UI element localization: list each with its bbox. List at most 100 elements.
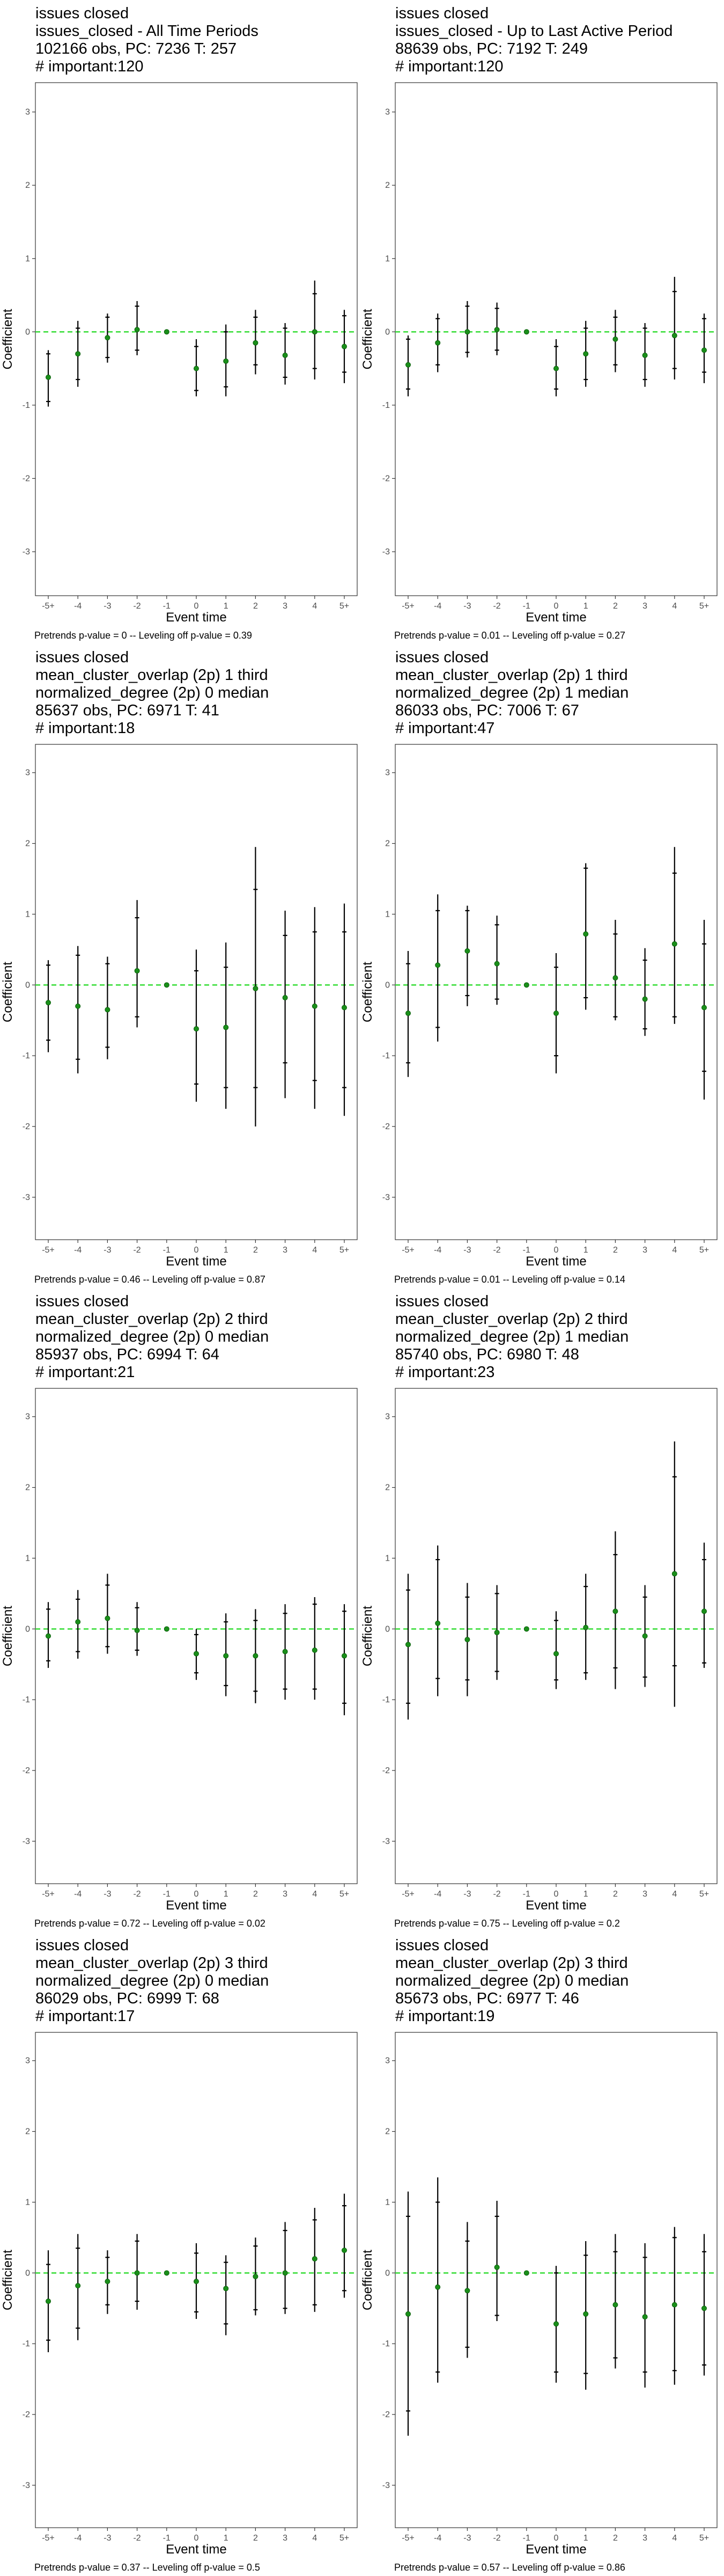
data-point — [494, 327, 500, 333]
chart-title-line: # important:120 — [35, 58, 144, 75]
y-tick-label: -3 — [382, 547, 390, 557]
chart-title-line: issues closed — [395, 1293, 489, 1310]
chart-title-line: mean_cluster_overlap (2p) 1 third — [395, 667, 628, 684]
chart-title-line: 86029 obs, PC: 6999 T: 68 — [35, 1990, 219, 2007]
x-axis-label: Event time — [526, 1898, 586, 1913]
x-tick-label: -1 — [523, 2534, 530, 2543]
x-axis-label: Event time — [166, 610, 226, 625]
y-tick-label: 3 — [25, 769, 30, 778]
chart-title-line: issues closed — [395, 649, 489, 666]
chart-title-line: issues closed — [35, 1937, 129, 1954]
y-tick-label: 2 — [25, 1483, 30, 1492]
x-tick-label: 4 — [672, 602, 677, 611]
y-tick-label: -2 — [382, 1766, 390, 1775]
chart-title-line: # important:47 — [395, 720, 494, 737]
x-tick-label: 3 — [642, 602, 647, 611]
chart-title-line: mean_cluster_overlap (2p) 3 third — [395, 1955, 628, 1972]
chart-title-line: normalized_degree (2p) 1 median — [395, 1328, 629, 1345]
y-tick-label: 0 — [25, 2268, 30, 2278]
x-tick-label: -3 — [104, 1890, 111, 1899]
y-tick-label: -1 — [382, 401, 390, 410]
data-point — [282, 353, 288, 358]
data-point — [253, 340, 258, 346]
y-tick-label: -1 — [23, 2339, 30, 2348]
x-tick-label: 3 — [642, 1246, 647, 1255]
x-tick-label: 4 — [312, 602, 317, 611]
y-tick-label: -1 — [382, 1051, 390, 1060]
chart-title-line: issues_closed - Up to Last Active Period — [395, 23, 673, 40]
x-tick-label: 2 — [253, 602, 258, 611]
y-tick-label: -2 — [23, 1766, 30, 1775]
chart-title-line: issues closed — [35, 649, 129, 666]
x-tick-label: -5+ — [402, 1890, 415, 1899]
chart-title-line: 85937 obs, PC: 6994 T: 64 — [35, 1346, 219, 1363]
chart-title-line: issues_closed - All Time Periods — [35, 23, 258, 40]
chart-caption: Pretrends p-value = 0.37 -- Leveling off… — [34, 2562, 260, 2573]
x-tick-label: -1 — [163, 2534, 171, 2543]
data-point — [405, 1642, 411, 1648]
data-point — [253, 2273, 258, 2279]
x-tick-label: 5+ — [699, 2534, 709, 2543]
data-point — [553, 365, 559, 371]
x-tick-label: -4 — [434, 2534, 441, 2543]
x-tick-label: 1 — [224, 1890, 228, 1899]
chart-title-line: # important:23 — [395, 1364, 494, 1381]
x-axis-label: Event time — [166, 2542, 226, 2557]
chart-title-line: normalized_degree (2p) 0 median — [35, 684, 269, 701]
data-point — [164, 982, 169, 988]
chart-caption: Pretrends p-value = 0.01 -- Leveling off… — [394, 630, 625, 641]
x-tick-label: -4 — [434, 1246, 441, 1255]
chart-title-line: issues closed — [395, 5, 489, 22]
chart-caption: Pretrends p-value = 0.46 -- Leveling off… — [34, 1274, 265, 1285]
data-point — [405, 2311, 411, 2317]
y-tick-label: -3 — [382, 1193, 390, 1202]
y-tick-label: 2 — [385, 1483, 390, 1492]
x-tick-label: 5+ — [699, 602, 709, 611]
y-tick-label: 0 — [385, 327, 390, 336]
x-tick-label: -3 — [463, 2534, 471, 2543]
data-point — [583, 931, 589, 937]
y-tick-label: 1 — [25, 2198, 30, 2207]
x-tick-label: -5+ — [402, 2534, 415, 2543]
chart-title-line: mean_cluster_overlap (2p) 3 third — [35, 1955, 268, 1972]
data-point — [464, 948, 470, 954]
y-tick-label: 3 — [385, 2057, 390, 2066]
y-axis-label: Coefficient — [1, 309, 15, 369]
x-tick-label: -5+ — [42, 1890, 55, 1899]
chart-title-line: 88639 obs, PC: 7192 T: 249 — [395, 40, 588, 57]
data-point — [642, 353, 648, 358]
x-tick-label: 3 — [642, 2534, 647, 2543]
x-tick-label: -1 — [523, 1246, 530, 1255]
x-tick-label: 3 — [283, 1890, 287, 1899]
y-tick-label: 1 — [385, 1554, 390, 1563]
x-tick-label: 2 — [253, 2534, 258, 2543]
chart-caption: Pretrends p-value = 0 -- Leveling off p-… — [34, 630, 252, 641]
y-tick-label: 0 — [25, 1624, 30, 1634]
x-tick-label: 0 — [554, 1890, 559, 1899]
data-point — [523, 982, 529, 988]
data-point — [464, 329, 470, 335]
data-point — [435, 340, 441, 346]
y-tick-label: -3 — [23, 547, 30, 557]
y-axis-label: Coefficient — [360, 2250, 375, 2310]
chart-title-line: 85637 obs, PC: 6971 T: 41 — [35, 702, 219, 719]
y-tick-label: 3 — [25, 108, 30, 117]
data-point — [435, 962, 441, 968]
y-tick-label: 0 — [25, 327, 30, 336]
data-point — [134, 2270, 140, 2276]
y-tick-label: -1 — [23, 401, 30, 410]
chart-title-line: 85740 obs, PC: 6980 T: 48 — [395, 1346, 579, 1363]
x-tick-label: -2 — [133, 1890, 141, 1899]
x-tick-label: 2 — [253, 1890, 258, 1899]
y-tick-label: 2 — [385, 2127, 390, 2136]
x-axis-label: Event time — [526, 1254, 586, 1269]
x-tick-label: 5+ — [699, 1890, 709, 1899]
data-point — [223, 2286, 229, 2292]
data-point — [464, 2288, 470, 2294]
y-tick-label: -1 — [382, 1695, 390, 1704]
data-point — [671, 941, 677, 947]
